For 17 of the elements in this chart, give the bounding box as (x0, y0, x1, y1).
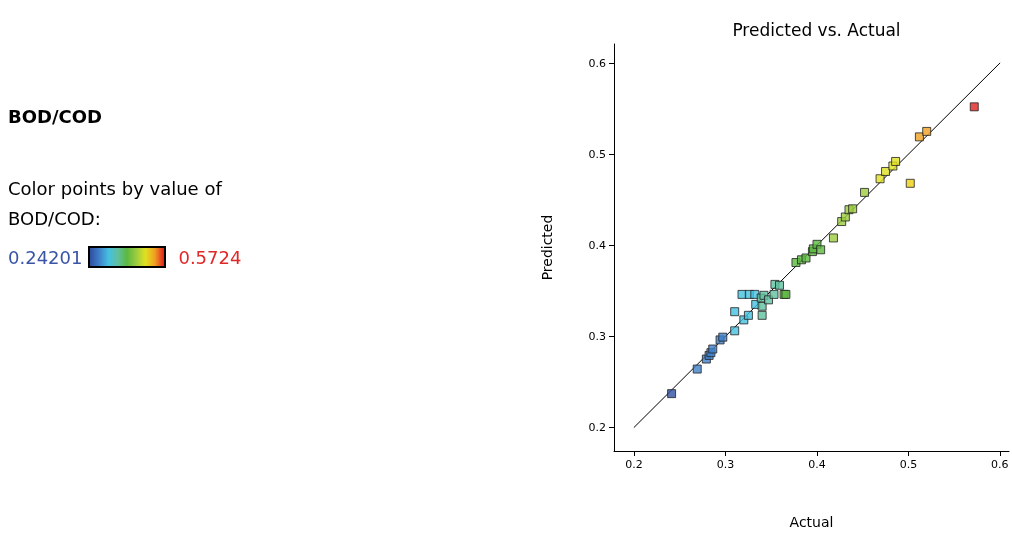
x-tick-label: 0.3 (716, 458, 735, 471)
y-tick-label: 0.4 (588, 238, 606, 252)
y-axis-title: Predicted (539, 214, 555, 281)
text: 0.24201 (8, 246, 83, 268)
x-axis-title: Actual (789, 514, 834, 530)
x-tick-label: 0.5 (899, 458, 918, 471)
text: Color points by value of BOD/COD: (8, 177, 224, 231)
y-tick-label: 0.2 (588, 420, 606, 434)
x-tick-label: 0.6 (991, 458, 1009, 471)
y-tick-label: 0.6 (588, 56, 606, 70)
x-tick-label: 0.2 (625, 458, 643, 471)
y-tick-label: 0.3 (588, 329, 606, 343)
text: BOD/COD (8, 106, 102, 127)
text: 0.5724 (178, 246, 242, 268)
x-tick-label: 0.4 (808, 458, 826, 471)
y-tick-label: 0.5 (588, 147, 606, 161)
chart-title: Predicted vs. Actual (732, 19, 901, 40)
